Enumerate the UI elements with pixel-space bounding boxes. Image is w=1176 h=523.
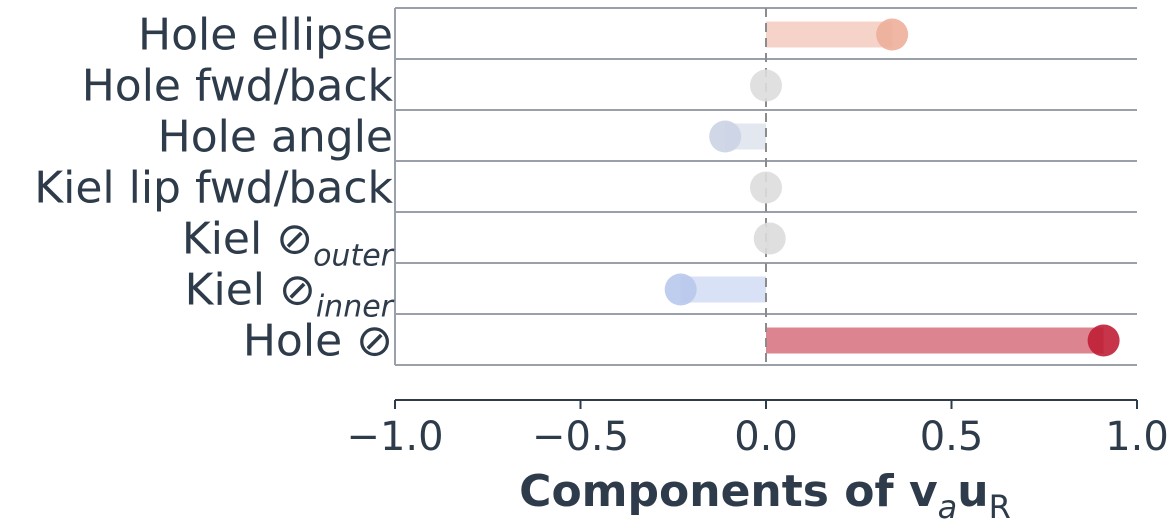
category-label-sub: outer xyxy=(313,239,395,274)
category-label-main: Kiel lip fwd/back xyxy=(34,163,393,214)
bar xyxy=(766,21,893,48)
category-label: Kiel ⊘outer xyxy=(182,214,395,274)
x-tick-label: −1.0 xyxy=(346,414,443,460)
category-label: Hole fwd/back xyxy=(82,61,394,112)
point xyxy=(876,18,909,51)
bars xyxy=(680,21,1104,354)
x-axis-label-sub-r: R xyxy=(989,488,1011,523)
points xyxy=(664,18,1120,357)
x-axis-label-text: Components of xyxy=(519,466,909,517)
bar xyxy=(766,327,1104,354)
point xyxy=(709,120,742,153)
category-label-sub: inner xyxy=(316,290,395,325)
x-axis-label-v: v xyxy=(909,466,938,517)
category-label-main: Hole ellipse xyxy=(138,10,393,61)
category-label: Hole ⊘ xyxy=(243,316,393,367)
x-tick-label: 0.5 xyxy=(920,414,984,460)
category-label-main: Hole angle xyxy=(158,112,393,163)
x-axis-label: Components of vauR xyxy=(519,466,1011,523)
x-axis: −1.0 −0.5 0.0 0.5 1.0 xyxy=(346,399,1169,460)
category-label-main: Kiel ⊘ xyxy=(182,214,313,265)
point xyxy=(753,222,786,255)
x-axis-label-u: u xyxy=(957,466,988,517)
x-tick-label: 1.0 xyxy=(1105,414,1169,460)
x-tick-label: −0.5 xyxy=(532,414,629,460)
category-label: Kiel lip fwd/back xyxy=(34,163,393,214)
category-label: Kiel ⊘inner xyxy=(185,265,395,325)
x-axis-label-sub-a: a xyxy=(938,488,958,523)
point xyxy=(664,273,697,306)
category-label-main: Kiel ⊘ xyxy=(185,265,316,316)
category-label: Hole angle xyxy=(158,112,393,163)
x-tick-label: 0.0 xyxy=(734,414,798,460)
point xyxy=(750,69,782,102)
category-label: Hole ellipse xyxy=(138,10,393,61)
category-label-main: Hole ⊘ xyxy=(243,316,393,367)
point xyxy=(1087,324,1120,357)
point xyxy=(750,171,782,204)
category-label-main: Hole fwd/back xyxy=(82,61,394,112)
